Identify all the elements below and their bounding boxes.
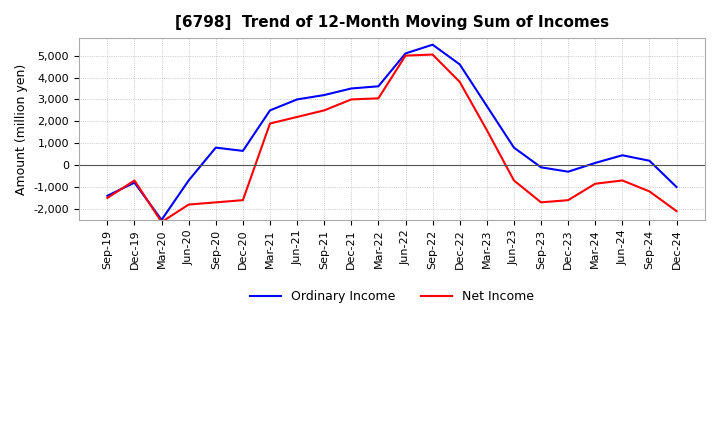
Ordinary Income: [238, 148, 247, 154]
Net Income: [618, 178, 626, 183]
Ordinary Income: [184, 178, 193, 183]
Ordinary Income: [564, 169, 572, 174]
Net Income: [103, 195, 112, 201]
Ordinary Income: [212, 145, 220, 150]
Net Income: [347, 97, 356, 102]
Title: [6798]  Trend of 12-Month Moving Sum of Incomes: [6798] Trend of 12-Month Moving Sum of I…: [175, 15, 609, 30]
Net Income: [320, 108, 328, 113]
Ordinary Income: [103, 193, 112, 198]
Net Income: [184, 202, 193, 207]
Legend: Ordinary Income, Net Income: Ordinary Income, Net Income: [245, 285, 539, 308]
Net Income: [293, 114, 302, 120]
Net Income: [401, 53, 410, 58]
Net Income: [591, 181, 600, 187]
Ordinary Income: [618, 153, 626, 158]
Net Income: [374, 95, 383, 101]
Ordinary Income: [672, 184, 681, 190]
Ordinary Income: [320, 92, 328, 98]
Net Income: [157, 220, 166, 225]
Net Income: [455, 79, 464, 84]
Net Income: [238, 198, 247, 203]
Net Income: [564, 198, 572, 203]
Net Income: [645, 189, 654, 194]
Ordinary Income: [482, 103, 491, 109]
Ordinary Income: [347, 86, 356, 91]
Y-axis label: Amount (million yen): Amount (million yen): [15, 63, 28, 194]
Net Income: [482, 128, 491, 133]
Net Income: [510, 178, 518, 183]
Ordinary Income: [401, 51, 410, 56]
Net Income: [266, 121, 274, 126]
Net Income: [536, 200, 545, 205]
Ordinary Income: [266, 108, 274, 113]
Ordinary Income: [157, 217, 166, 223]
Net Income: [130, 178, 139, 183]
Ordinary Income: [591, 160, 600, 165]
Line: Ordinary Income: Ordinary Income: [107, 45, 677, 220]
Ordinary Income: [428, 42, 437, 48]
Net Income: [212, 200, 220, 205]
Ordinary Income: [293, 97, 302, 102]
Ordinary Income: [510, 145, 518, 150]
Net Income: [672, 209, 681, 214]
Ordinary Income: [130, 180, 139, 185]
Line: Net Income: Net Income: [107, 55, 677, 222]
Ordinary Income: [374, 84, 383, 89]
Ordinary Income: [455, 62, 464, 67]
Ordinary Income: [536, 165, 545, 170]
Ordinary Income: [645, 158, 654, 163]
Net Income: [428, 52, 437, 57]
